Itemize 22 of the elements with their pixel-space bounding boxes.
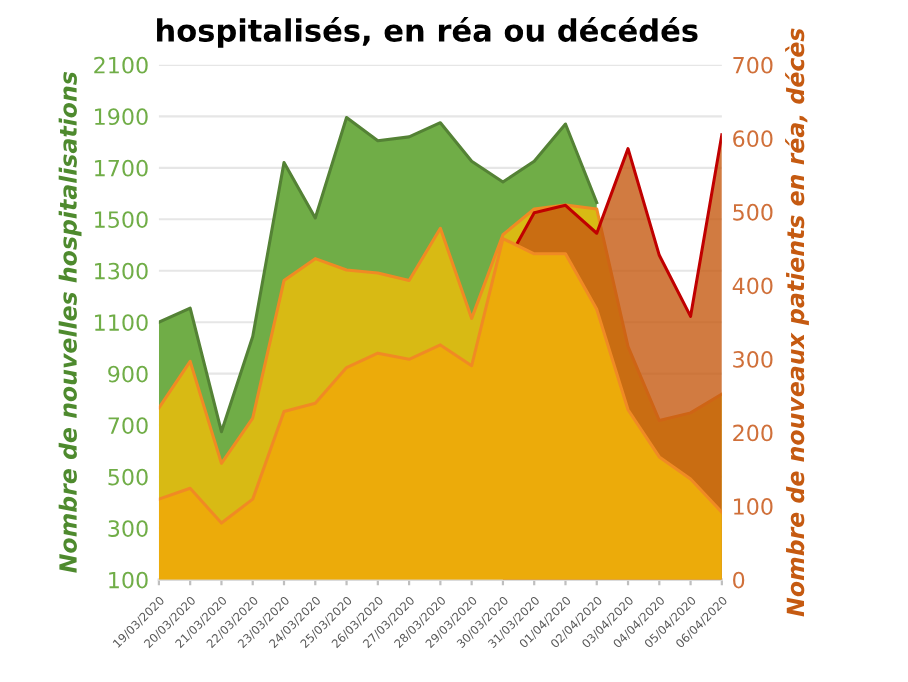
y-tick-label: 1900 [95, 108, 148, 126]
y-tick-label: 700 [108, 417, 148, 434]
y-tick-label: 1700 [95, 159, 148, 177]
y2-tick-label: 200 [733, 424, 773, 442]
y-tick-label: 1500 [95, 211, 148, 229]
y2-tick-label: 100 [734, 498, 773, 515]
y2-tick-label: 0 [733, 571, 745, 589]
y-tick-label: 1100 [95, 314, 148, 331]
y-tick-label: 900 [108, 365, 148, 383]
y-tick-label: 2100 [94, 56, 148, 74]
y2-axis-title: Nombre de nouveaux patients en réa, décès [785, 28, 809, 617]
chart-title: hospitalisés, en réa ou décédés [157, 17, 698, 48]
y2-tick-label: 700 [733, 56, 773, 74]
y2-tick-label: 500 [733, 203, 773, 221]
y2-tick-label: 400 [732, 277, 773, 295]
y-tick-label: 300 [108, 520, 148, 537]
y2-tick-label: 300 [733, 350, 773, 368]
y-tick-label: 100 [109, 571, 148, 589]
y-tick-label: 1300 [95, 262, 148, 280]
y2-tick-label: 600 [733, 130, 773, 148]
y-tick-label: 500 [108, 468, 148, 486]
y-axis-title: Nombre de nouvelles hospitalisations [58, 72, 82, 573]
